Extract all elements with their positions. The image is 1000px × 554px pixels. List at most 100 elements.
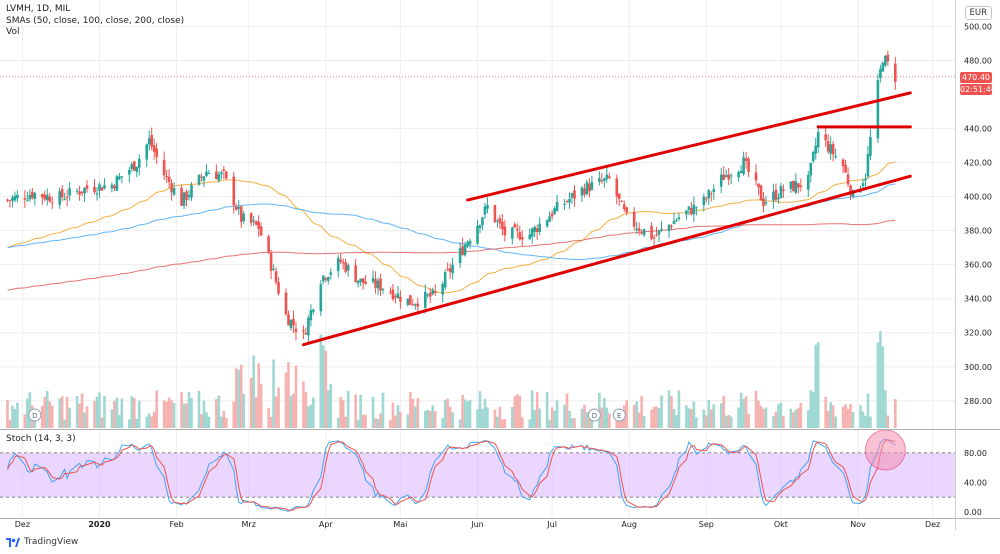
candle-body [777, 197, 780, 200]
candle-body [371, 278, 375, 282]
volume-bar [60, 396, 64, 428]
volume-bar [672, 409, 676, 428]
candle-body [249, 213, 253, 223]
candle-body [744, 158, 748, 161]
volume-bar [431, 405, 435, 428]
volume-bar [399, 411, 402, 428]
volume-title[interactable]: Vol [6, 27, 20, 37]
candle-body [31, 191, 34, 198]
trendlines[interactable] [301, 91, 912, 347]
sma-title[interactable]: SMAs (50, close, 100, close, 200, close) [6, 15, 185, 26]
volume-bar [481, 408, 484, 428]
volume-bar [381, 392, 385, 428]
volume-bar [496, 416, 499, 428]
volume-bar [180, 392, 183, 428]
last-price-tag: 470.40 [960, 72, 992, 83]
candle-body [605, 174, 609, 180]
lower-channel-trendline [301, 174, 912, 347]
volume-bar [605, 407, 609, 428]
volume-bar [23, 414, 27, 428]
candle-body [580, 187, 584, 196]
price-tick-label: 320.00 [964, 329, 992, 338]
candle-body [570, 193, 574, 198]
candle-body [376, 280, 380, 289]
volume-bar [441, 418, 444, 428]
candle-body [451, 264, 454, 274]
candle-body [225, 171, 228, 179]
volume-bar [190, 397, 193, 428]
stoch-d-line [7, 439, 896, 512]
candle-body [555, 201, 559, 211]
candle-body [844, 164, 847, 173]
candle-body [876, 79, 880, 139]
stochastic-pane[interactable] [0, 429, 955, 512]
candle-body [831, 144, 835, 155]
volume-bar [779, 402, 783, 428]
event-label: E [617, 412, 621, 420]
candle-body [205, 171, 208, 177]
volume-bar [722, 395, 726, 428]
candle-body [806, 175, 810, 190]
candle-body [667, 224, 671, 231]
candle-body [625, 207, 629, 213]
candle-body [170, 183, 173, 193]
volume-bar [132, 397, 136, 428]
volume-bar [389, 419, 392, 428]
candle-body [267, 236, 270, 252]
candle-body [26, 199, 29, 201]
volume-bar [518, 395, 522, 428]
volume-bar [302, 381, 305, 428]
tradingview-logo[interactable]: TradingView [6, 537, 78, 547]
candle-body [8, 200, 12, 202]
volume-bar [428, 410, 432, 428]
volume-bar [329, 383, 333, 428]
price-candles[interactable] [6, 50, 897, 344]
tradingview-icon [6, 537, 20, 547]
candle-body [849, 185, 852, 196]
volume-bar [806, 410, 810, 428]
volume-bar [433, 411, 437, 428]
volume-bar [844, 404, 847, 428]
stoch-highlight-circle [864, 429, 906, 471]
stoch-title[interactable]: Stoch (14, 3, 3) [6, 434, 76, 444]
candle-body [774, 189, 778, 200]
volume-bar [831, 405, 835, 428]
volume-bar [652, 406, 656, 428]
symbol-title[interactable]: LVMH, 1D, MIL [6, 4, 71, 14]
volume-bar [657, 408, 661, 428]
month-label: Sep [699, 520, 714, 529]
volume-bar [538, 408, 541, 428]
candle-body [431, 289, 435, 294]
candle-body [50, 202, 54, 204]
candle-body [503, 226, 507, 236]
stoch-tick-label: 40.00 [964, 478, 987, 487]
currency-badge[interactable]: EUR [964, 6, 992, 20]
candle-body [167, 176, 171, 183]
volume-bar [28, 392, 32, 428]
candle-body [483, 206, 487, 215]
candle-body [588, 183, 591, 192]
volume-bar [128, 419, 131, 428]
candle-body [135, 166, 139, 172]
candle-body [573, 190, 576, 199]
candle-body [692, 204, 696, 215]
volume-bar [851, 412, 855, 428]
volume-bar [426, 409, 430, 428]
volume-bar [359, 394, 362, 428]
volume-bar [869, 416, 872, 428]
candle-body [493, 205, 497, 222]
volume-bar [220, 416, 223, 428]
volume-bar [759, 405, 763, 428]
stoch-k-line [7, 438, 896, 512]
event-label: D [32, 412, 37, 420]
volume-bar [675, 415, 678, 428]
price-tick-label: 500.00 [964, 23, 992, 32]
chart-legend[interactable]: LVMH, 1D, MIL SMAs (50, close, 100, clos… [6, 4, 184, 39]
event-marker [28, 408, 42, 422]
event-label: D [592, 412, 597, 420]
candle-body [565, 201, 569, 203]
volume-bar [130, 396, 134, 428]
volume-bar [829, 402, 832, 428]
